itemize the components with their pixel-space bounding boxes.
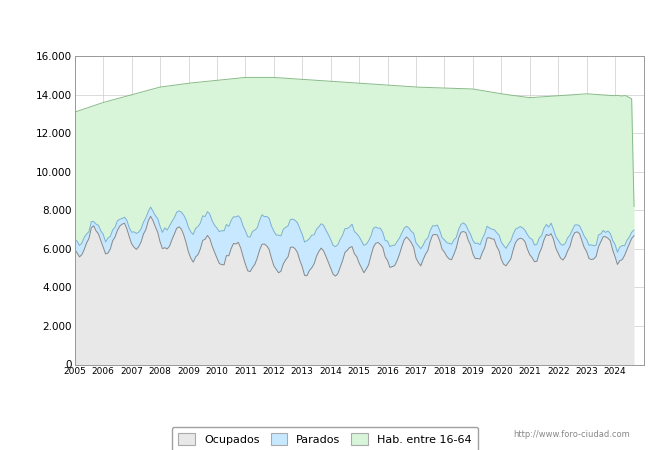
Legend: Ocupados, Parados, Hab. entre 16-64: Ocupados, Parados, Hab. entre 16-64 [172, 427, 478, 450]
Text: http://www.foro-ciudad.com: http://www.foro-ciudad.com [514, 430, 630, 439]
Text: Sant Feliu de Guíxols - Evolucion de la poblacion en edad de Trabajar Septiembre: Sant Feliu de Guíxols - Evolucion de la … [27, 17, 623, 30]
